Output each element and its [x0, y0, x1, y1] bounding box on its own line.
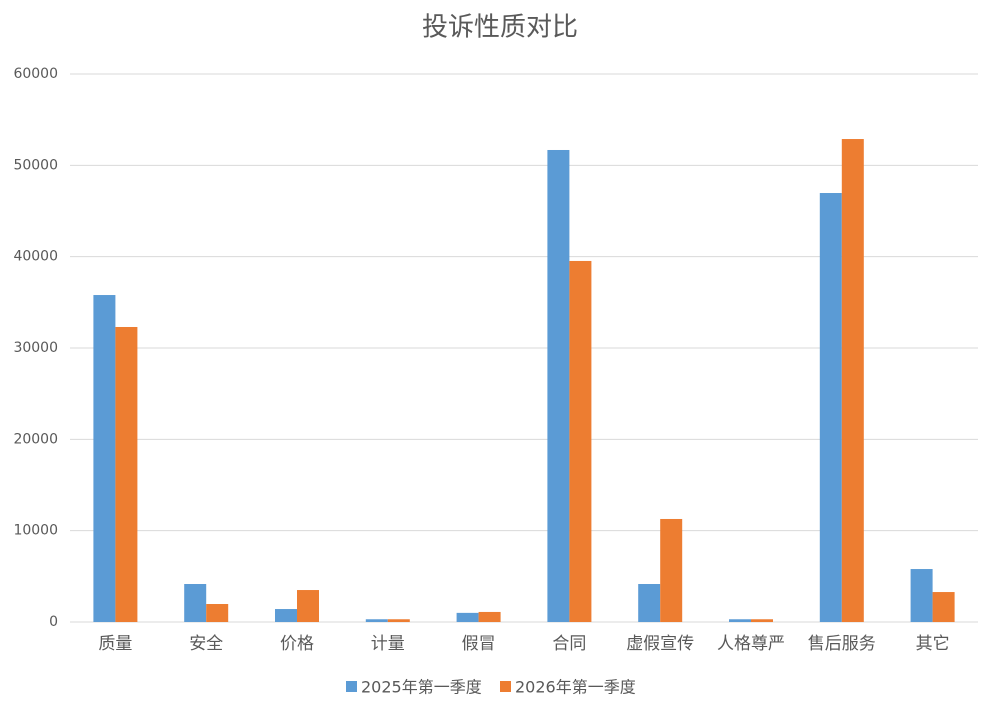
bar: [751, 619, 773, 622]
x-tick-label: 假冒: [462, 634, 496, 654]
bar: [660, 518, 683, 622]
x-tick-label: 合同: [552, 634, 586, 654]
bar: [819, 193, 842, 623]
bar: [456, 612, 479, 622]
bar: [93, 295, 116, 622]
y-tick-label: 0: [49, 614, 58, 630]
legend-swatch: [500, 681, 511, 692]
x-tick-label: 质量: [98, 634, 132, 654]
bar: [184, 584, 207, 622]
legend-swatch: [346, 681, 357, 692]
bar: [297, 590, 319, 622]
bar: [387, 619, 410, 622]
legend-label: 2026年第一季度: [515, 678, 636, 697]
bar: [932, 592, 955, 622]
legend-label: 2025年第一季度: [361, 678, 482, 697]
bar: [569, 260, 592, 622]
bar: [275, 609, 297, 622]
bar: [841, 139, 864, 622]
x-tick-label: 虚假宣传: [626, 634, 694, 654]
y-tick-label: 30000: [13, 340, 58, 356]
bar: [365, 619, 388, 622]
y-tick-label: 40000: [13, 249, 58, 265]
bar: [910, 569, 933, 622]
x-tick-label: 价格: [280, 634, 314, 654]
bar: [638, 584, 661, 622]
x-tick-label: 安全: [189, 634, 223, 654]
y-tick-label: 50000: [13, 157, 58, 173]
bar: [547, 149, 570, 623]
y-tick-label: 10000: [13, 523, 58, 539]
x-tick-label: 售后服务: [808, 634, 876, 654]
bar: [729, 619, 751, 622]
bar: [478, 611, 501, 622]
x-tick-label: 计量: [371, 634, 405, 654]
x-tick-label: 其它: [916, 634, 950, 654]
y-tick-label: 20000: [13, 431, 58, 447]
chart-title: 投诉性质对比: [422, 13, 578, 43]
y-tick-label: 60000: [13, 66, 58, 82]
bar: [115, 326, 138, 622]
x-tick-label: 人格尊严: [717, 634, 785, 654]
bar: [206, 604, 229, 622]
